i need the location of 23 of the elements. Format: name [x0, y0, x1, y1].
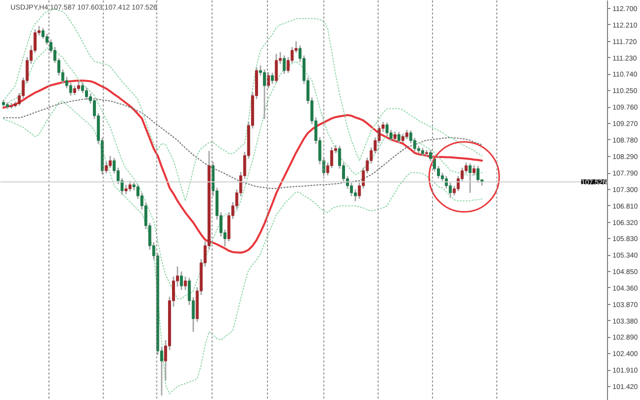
candlestick — [393, 130, 396, 142]
line-series — [2, 100, 482, 394]
candlestick — [448, 182, 452, 199]
candlestick — [397, 131, 400, 144]
candlestick — [77, 80, 80, 92]
candlestick — [73, 84, 76, 96]
candlestick — [476, 165, 480, 184]
candlestick — [350, 182, 353, 197]
candlestick — [386, 122, 389, 137]
candlestick — [405, 129, 408, 140]
candlestick — [184, 276, 187, 291]
candlestick — [180, 270, 183, 291]
candlestick — [124, 184, 128, 195]
candlestick — [262, 68, 266, 120]
candlestick — [128, 180, 132, 192]
candlestick — [354, 188, 357, 202]
candlestick — [274, 53, 278, 84]
candlestick — [468, 162, 472, 194]
candlestick — [270, 72, 274, 85]
candlestick — [472, 164, 476, 176]
candlestick — [81, 82, 84, 94]
candlestick — [42, 27, 44, 40]
candlestick — [282, 54, 286, 75]
